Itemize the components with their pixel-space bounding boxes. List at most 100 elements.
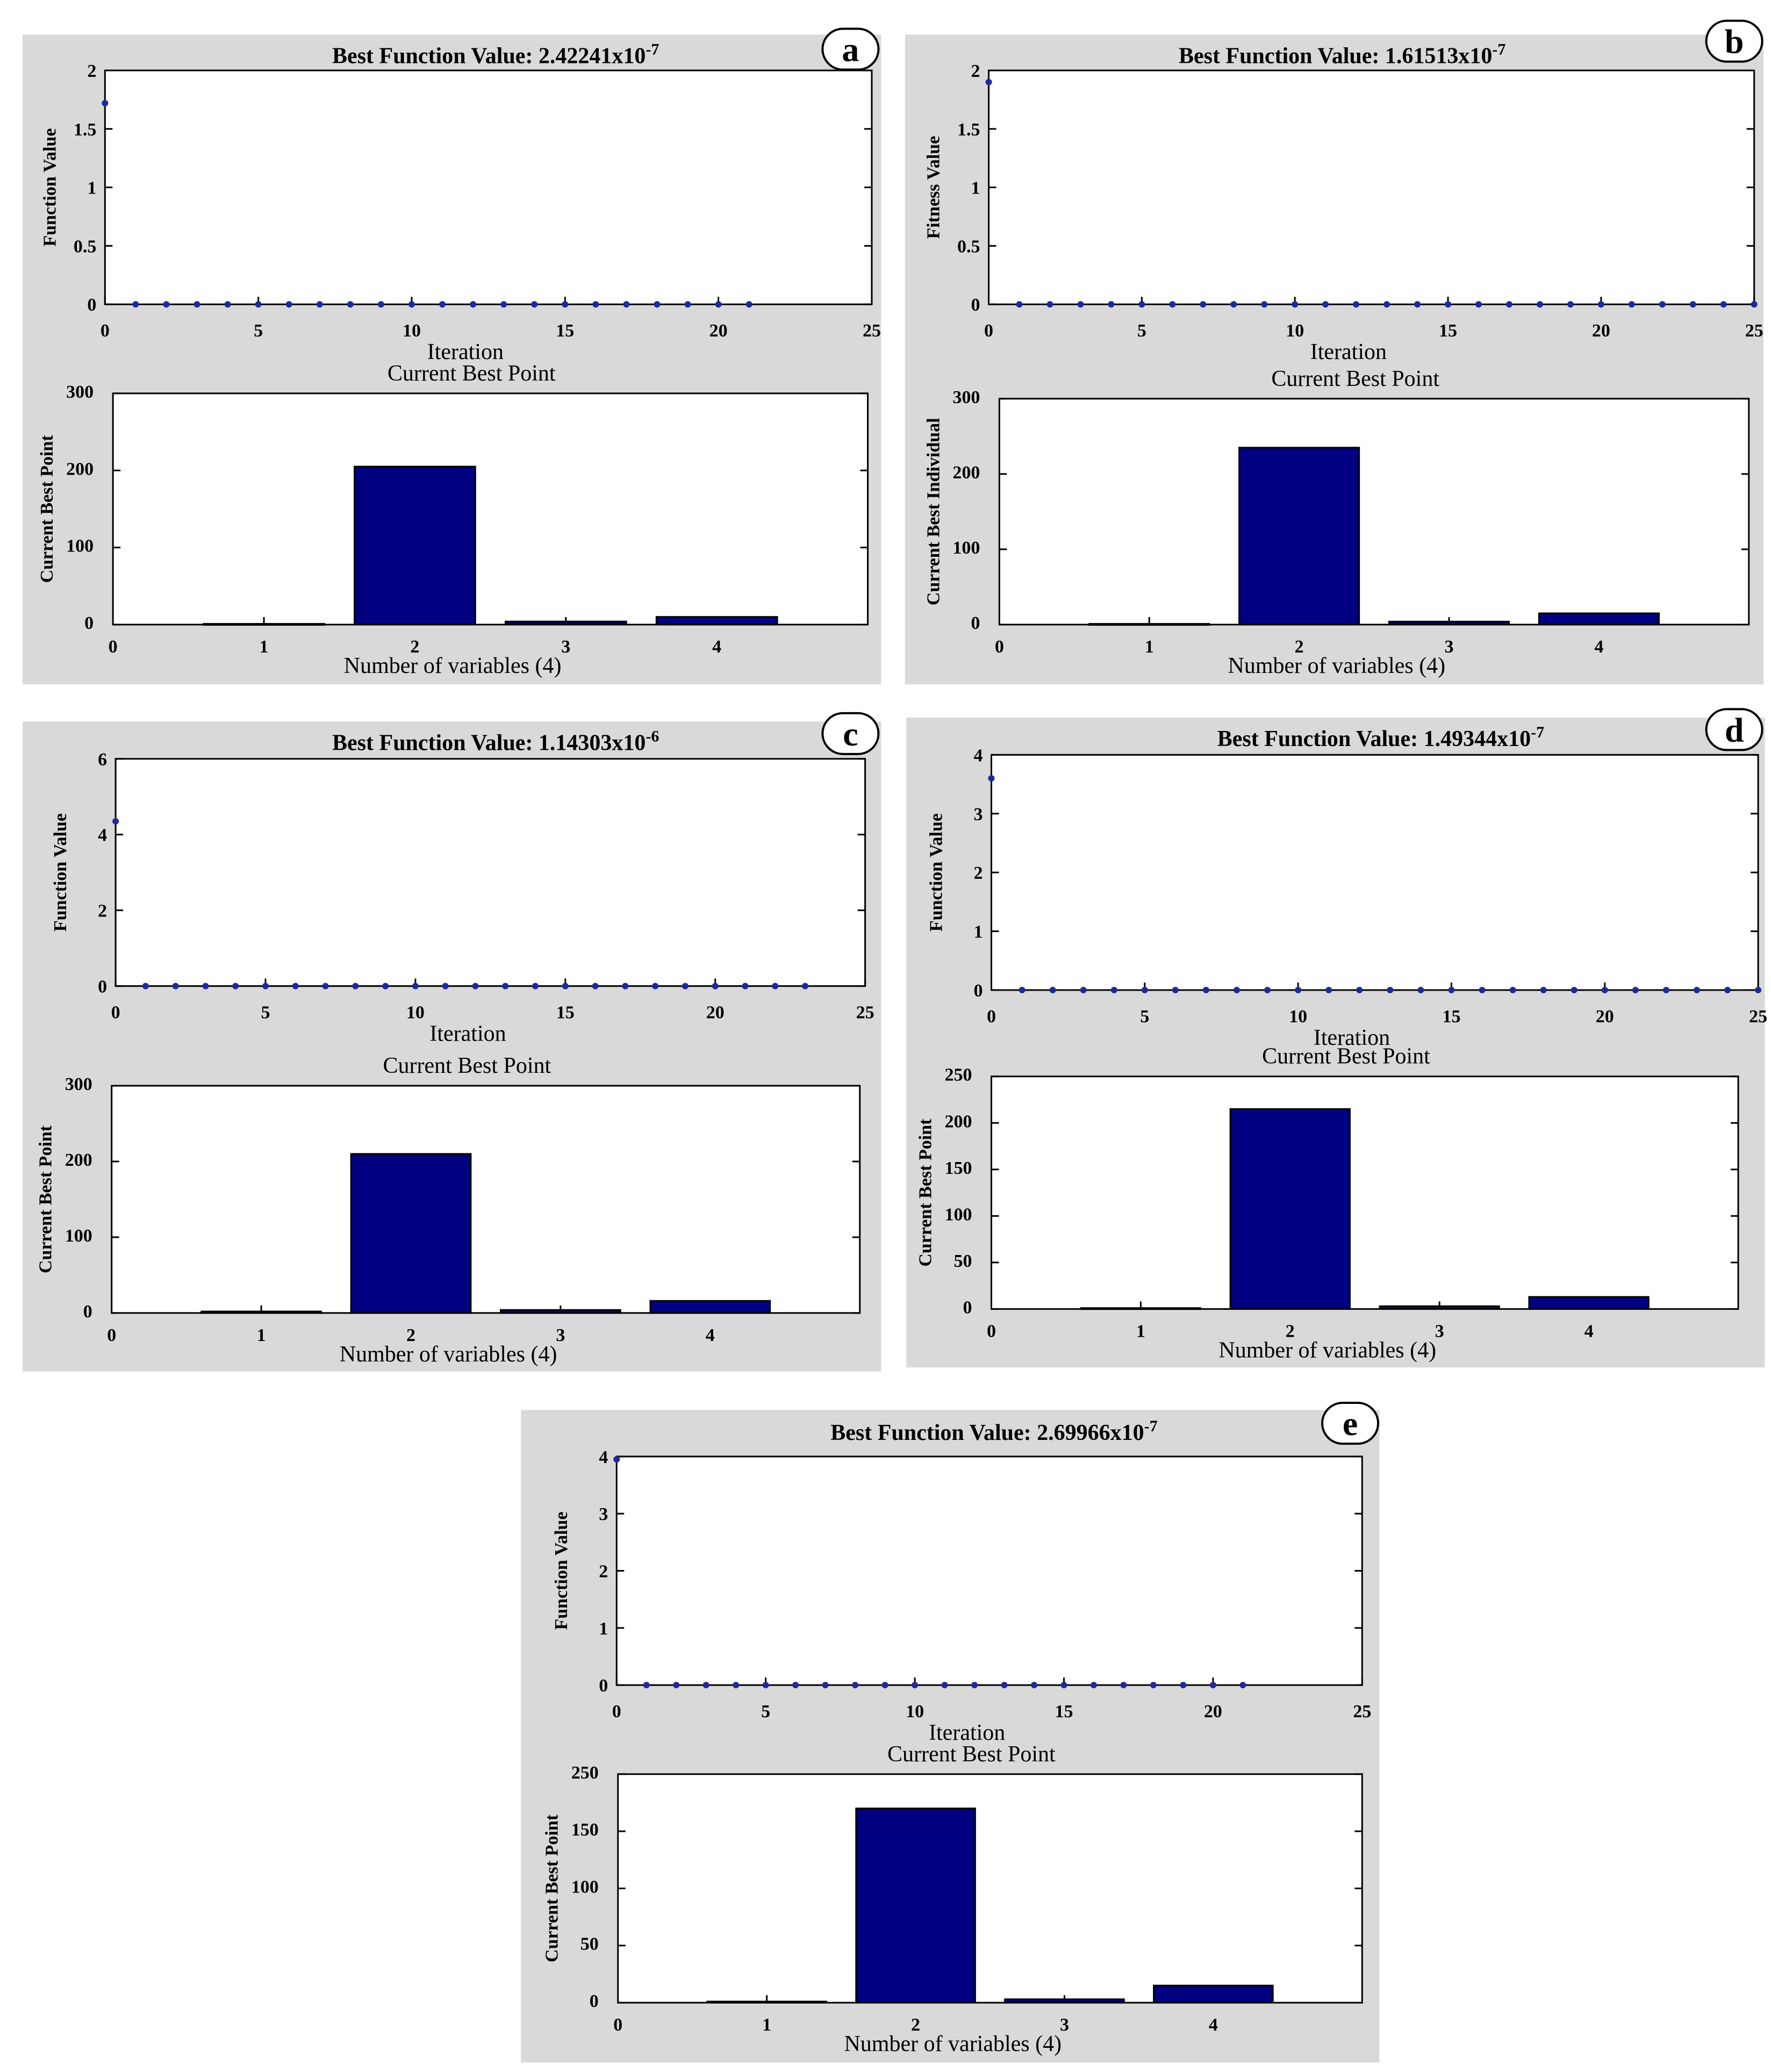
- data-point: [224, 301, 231, 308]
- panel-title-text: Best Function Value: 1.14303x10: [332, 731, 646, 756]
- y-axis-label: Current Best Point: [37, 435, 57, 583]
- iteration-plot-area: [988, 69, 1755, 305]
- data-point: [562, 983, 569, 990]
- y-tick-label: 6: [98, 750, 107, 770]
- data-point: [1230, 301, 1237, 308]
- data-point: [112, 818, 119, 825]
- data-point: [673, 1682, 680, 1689]
- data-point: [1509, 987, 1516, 994]
- data-point: [1387, 987, 1394, 994]
- y-tick-label: 1.5: [74, 120, 97, 140]
- y-tick-label: 200: [952, 463, 980, 483]
- data-point: [1383, 301, 1390, 308]
- data-point: [1571, 987, 1578, 994]
- data-point: [702, 1682, 709, 1689]
- x-tick-label: 0: [995, 637, 1004, 657]
- bar-plot-title: Current Best Point: [388, 361, 556, 386]
- x-tick-label: 0: [111, 1003, 120, 1023]
- x-tick-label: 15: [556, 321, 574, 341]
- data-point: [1322, 301, 1329, 308]
- x-tick-label: 1: [260, 637, 269, 657]
- x-tick-label: 3: [561, 637, 570, 657]
- bar-plot-area: [111, 1085, 861, 1314]
- data-point: [1353, 301, 1360, 308]
- data-point: [502, 983, 509, 990]
- current-best-point-plot: Current Best Point 0 1 2 3 4 0 100 200 300 Number …: [923, 367, 1750, 678]
- y-tick-label: 1: [971, 178, 980, 198]
- data-point: [1720, 301, 1727, 308]
- figure-panel-c: Best Function Value: 1.14303x10-6 c0 5 10 15…: [23, 712, 881, 1372]
- data-point: [623, 301, 630, 308]
- x-tick-label: 5: [1137, 321, 1146, 341]
- data-point: [562, 301, 569, 308]
- data-point: [316, 301, 323, 308]
- y-tick-label: 100: [952, 538, 980, 558]
- data-point: [232, 983, 239, 990]
- x-tick-label: 1: [257, 1325, 266, 1345]
- bar-variable-2: [1238, 447, 1360, 626]
- current-best-point-plot: Current Best Point 0 1 2 3 4 0 50 100 150 250 Numbe…: [542, 1742, 1363, 2056]
- x-tick-label: 2: [410, 637, 419, 657]
- figure-panel-b: Best Function Value: 1.61513x10-7 b0 5 10 15…: [905, 19, 1764, 685]
- y-tick-label: 0: [971, 613, 980, 633]
- y-axis-label: Function Value: [551, 1511, 571, 1630]
- data-point: [852, 1682, 859, 1689]
- data-point: [439, 301, 446, 308]
- x-tick-label: 5: [261, 1003, 270, 1023]
- data-point: [1724, 987, 1731, 994]
- data-point: [142, 983, 149, 990]
- data-point: [532, 983, 539, 990]
- y-tick-label: 0: [590, 1991, 599, 2011]
- data-point: [377, 301, 384, 308]
- panel-title-exponent: -6: [646, 728, 659, 745]
- current-best-point-plot: Current Best Point 0 1 2 3 4 0 100 200 300 Number …: [37, 361, 869, 678]
- data-point: [733, 1682, 740, 1689]
- x-tick-label: 20: [1596, 1007, 1614, 1027]
- data-point: [102, 99, 109, 106]
- y-tick-label: 2: [599, 1561, 608, 1581]
- panel-label: a: [842, 30, 859, 68]
- x-tick-label: 4: [712, 637, 721, 657]
- data-point: [1755, 987, 1762, 994]
- x-tick-label: 5: [761, 1702, 770, 1722]
- data-point: [682, 983, 689, 990]
- x-tick-label: 2: [911, 2015, 920, 2035]
- panel-title: Best Function Value: 2.42241x10-7: [332, 40, 659, 68]
- data-point: [1172, 987, 1179, 994]
- bar-plot-title: Current Best Point: [383, 1053, 551, 1078]
- data-point: [715, 301, 722, 308]
- data-point: [592, 301, 599, 308]
- bar-plot-title: Current Best Point: [1271, 367, 1439, 391]
- data-point: [1090, 1682, 1097, 1689]
- x-tick-label: 4: [1209, 2015, 1218, 2035]
- data-point: [1505, 301, 1512, 308]
- data-point: [255, 301, 262, 308]
- x-tick-label: 25: [1745, 321, 1763, 341]
- data-point: [822, 1682, 829, 1689]
- data-point: [941, 1682, 948, 1689]
- data-point: [285, 301, 292, 308]
- y-tick-label: 0: [84, 613, 94, 633]
- x-tick-label: 10: [906, 1702, 924, 1722]
- y-tick-label: 0: [971, 295, 980, 315]
- x-tick-label: 2: [1295, 637, 1304, 657]
- data-point: [1120, 1682, 1127, 1689]
- y-tick-label: 2: [971, 61, 980, 81]
- bar-variable-4: [1153, 1984, 1274, 2004]
- y-tick-label: 100: [66, 536, 94, 556]
- data-point: [1448, 987, 1455, 994]
- y-axis-label: Current Best Point: [915, 1119, 935, 1267]
- data-point: [1031, 1682, 1038, 1689]
- data-point: [193, 301, 200, 308]
- data-point: [472, 983, 479, 990]
- data-point: [971, 1682, 978, 1689]
- x-tick-label: 20: [1592, 321, 1610, 341]
- x-axis-label: Number of variables (4): [844, 2032, 1062, 2056]
- x-tick-label: 15: [1442, 1007, 1460, 1027]
- data-point: [985, 78, 992, 85]
- data-point: [470, 301, 477, 308]
- x-tick-label: 0: [612, 1702, 621, 1722]
- y-axis-label: Function Value: [40, 128, 60, 247]
- panel-title-exponent: -7: [646, 40, 659, 58]
- y-axis-label: Fitness Value: [924, 136, 944, 239]
